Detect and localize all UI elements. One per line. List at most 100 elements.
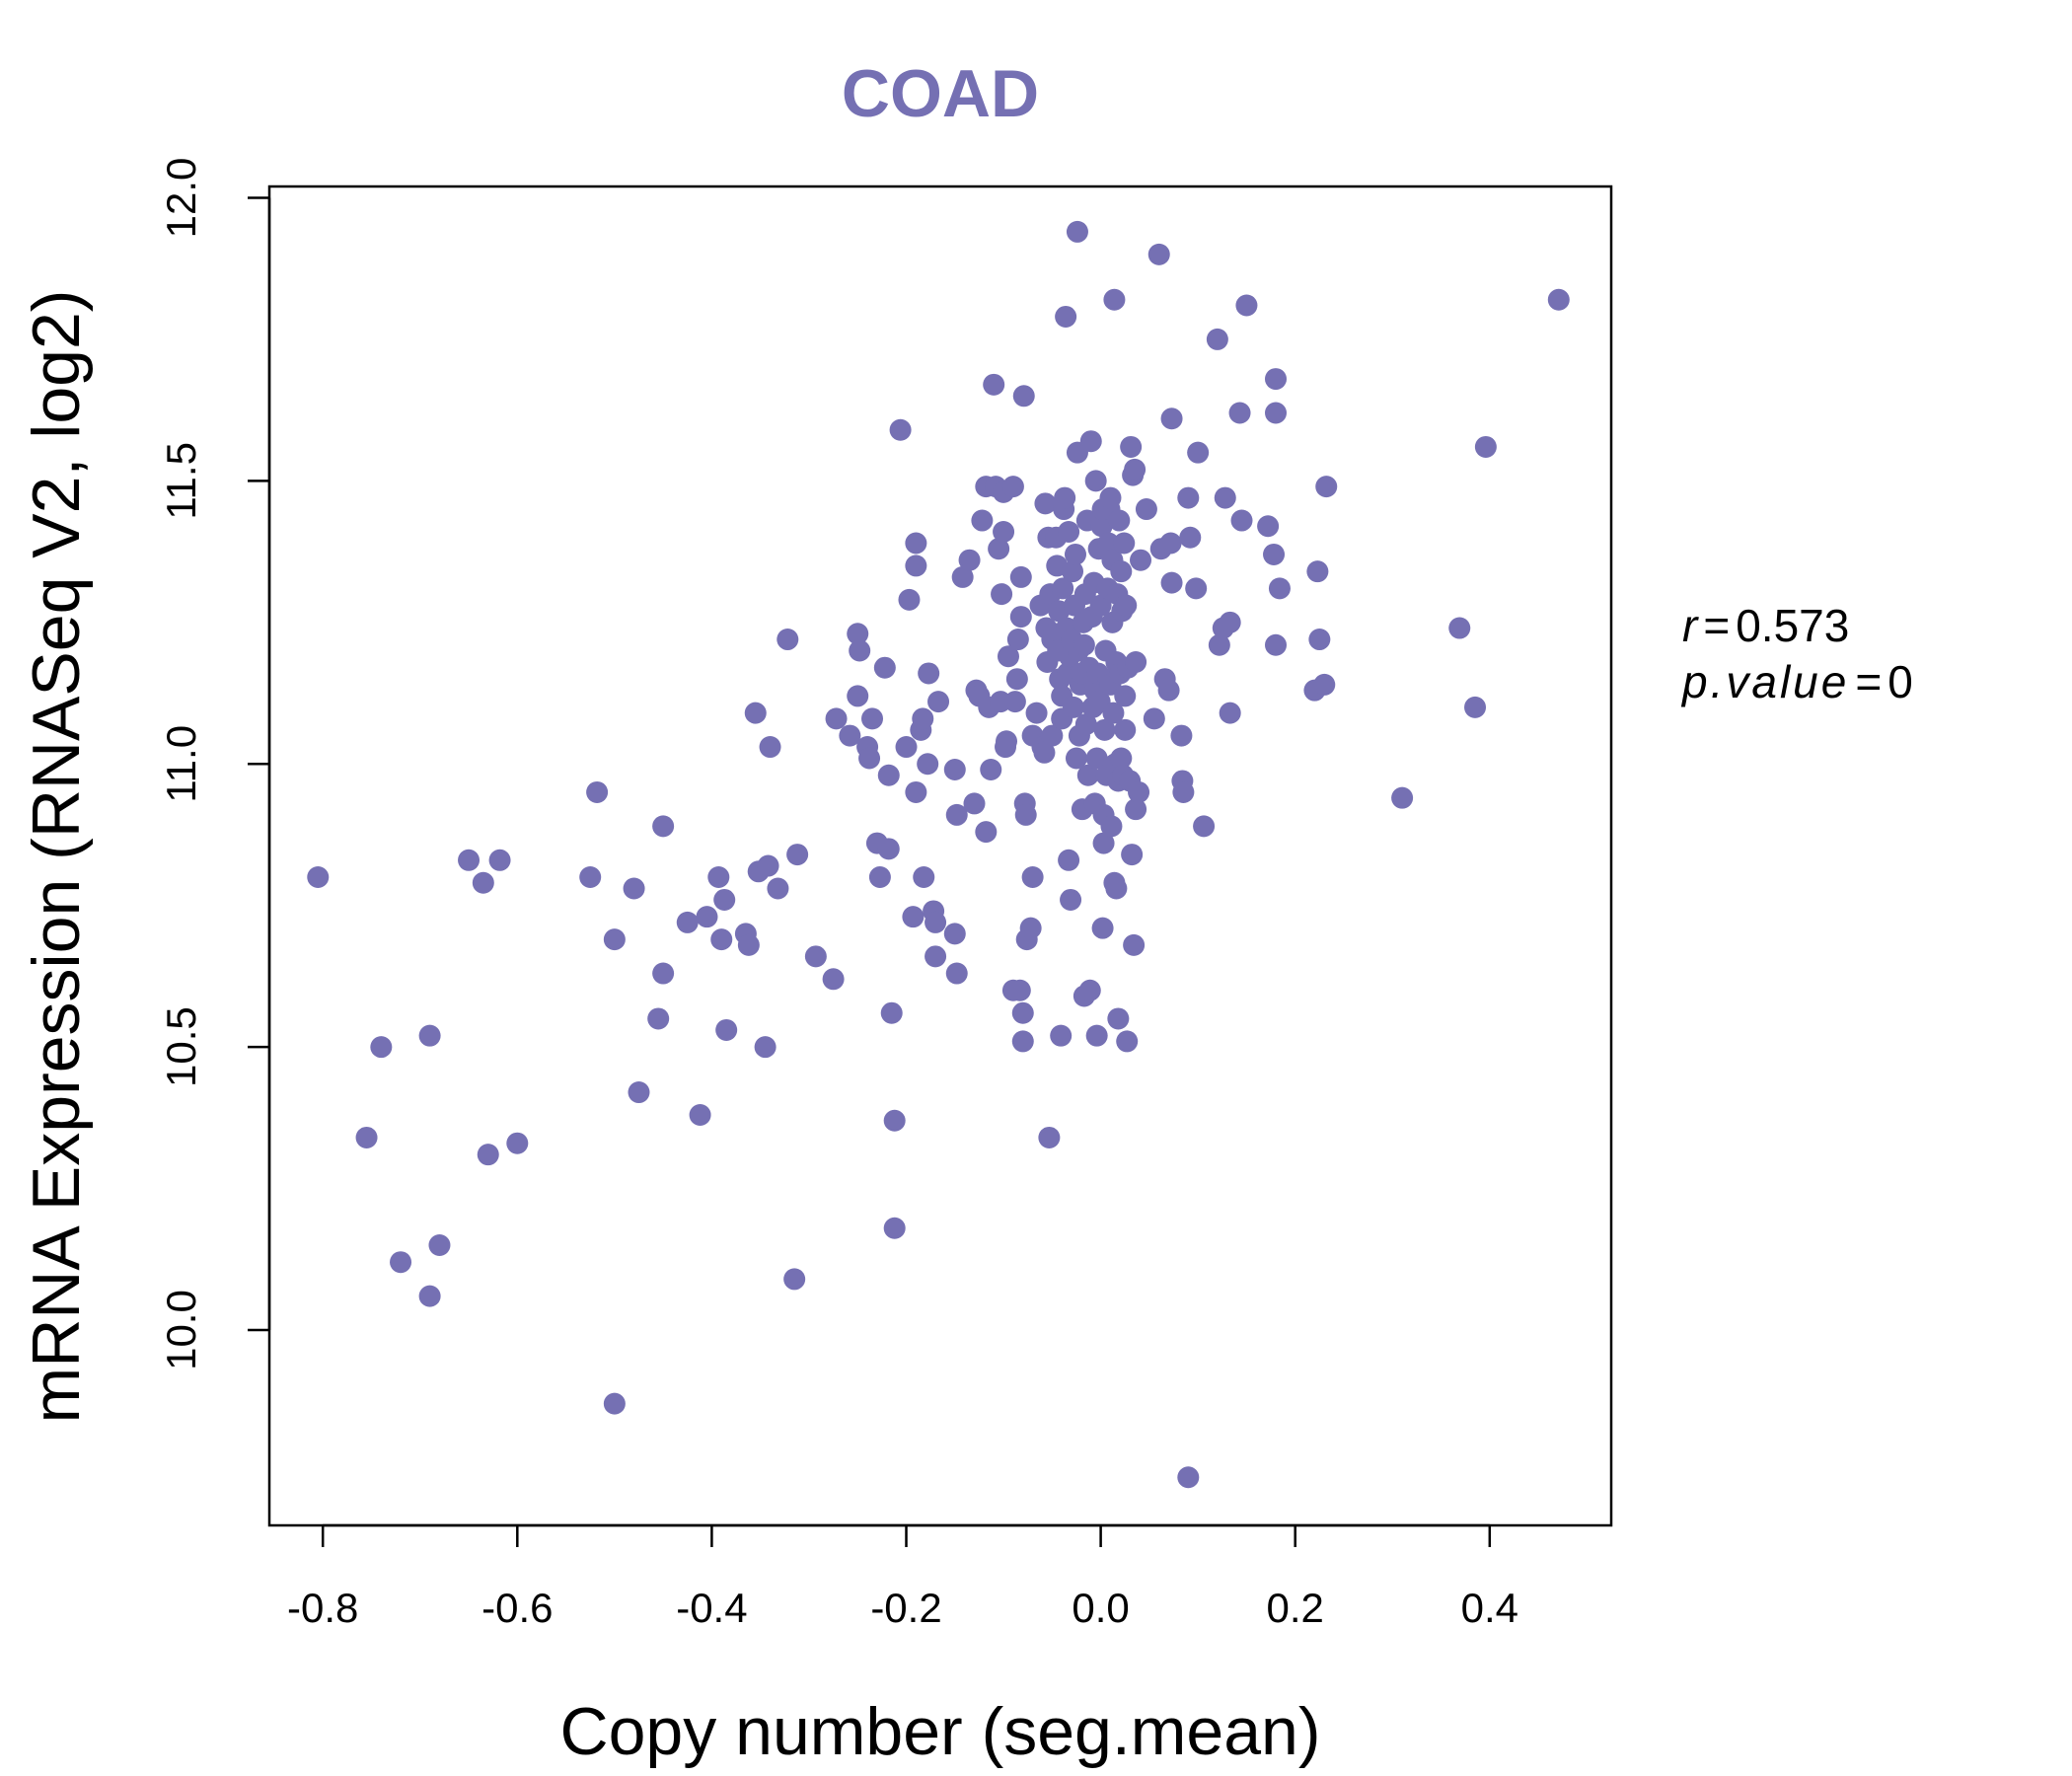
data-point <box>1003 691 1026 713</box>
data-point <box>1125 798 1147 821</box>
data-point <box>1073 633 1095 656</box>
data-point <box>1097 532 1120 555</box>
data-point <box>472 871 494 894</box>
data-point <box>839 724 861 747</box>
data-point <box>1116 1030 1139 1053</box>
data-point <box>783 1268 806 1291</box>
data-point <box>1177 1466 1200 1489</box>
data-point <box>579 866 602 889</box>
data-point <box>868 866 891 889</box>
data-point <box>477 1144 499 1166</box>
data-point <box>1009 565 1032 588</box>
data-point <box>737 933 760 956</box>
data-point <box>1228 402 1251 424</box>
data-point <box>951 565 974 588</box>
data-point <box>1085 747 1108 770</box>
data-point <box>1009 606 1032 629</box>
x-tick-label: -0.6 <box>481 1585 553 1631</box>
data-point <box>1306 560 1329 583</box>
data-point <box>1214 486 1236 509</box>
data-point <box>971 509 994 532</box>
data-point <box>1076 764 1099 786</box>
data-point <box>1001 476 1024 498</box>
data-point <box>902 906 925 928</box>
x-tick-label: -0.8 <box>287 1585 358 1631</box>
x-tick-label: -0.2 <box>870 1585 941 1631</box>
data-point <box>1092 832 1115 854</box>
y-tick-label: 12.0 <box>158 158 204 239</box>
data-point <box>1063 696 1085 718</box>
data-point <box>917 753 939 776</box>
data-point <box>804 945 827 968</box>
data-point <box>1265 402 1287 424</box>
data-point <box>1107 1007 1130 1030</box>
data-point <box>988 538 1010 560</box>
data-point <box>458 849 481 871</box>
data-point <box>1464 696 1487 718</box>
data-point <box>1093 718 1116 741</box>
data-point <box>1135 498 1157 521</box>
data-point <box>1021 866 1044 889</box>
y-tick-label: 11.0 <box>158 725 204 803</box>
y-tick-label: 10.0 <box>158 1290 204 1370</box>
data-point <box>847 623 869 645</box>
y-tick-label: 11.5 <box>158 442 204 520</box>
data-point <box>1011 1001 1034 1024</box>
data-point <box>1058 849 1080 871</box>
data-point <box>1315 476 1338 498</box>
r-value: 0.573 <box>1736 600 1849 651</box>
data-point <box>1313 673 1336 696</box>
data-point <box>713 888 736 911</box>
data-point <box>1206 328 1228 350</box>
data-point <box>877 764 900 786</box>
data-point <box>1054 486 1076 509</box>
x-tick-label: 0.2 <box>1267 1585 1324 1631</box>
data-point <box>1257 515 1280 538</box>
data-point <box>1050 1024 1073 1047</box>
data-point <box>1038 1126 1061 1148</box>
data-point <box>975 821 998 844</box>
data-point <box>1263 543 1286 565</box>
data-point <box>1091 917 1114 939</box>
data-point <box>1230 509 1253 532</box>
data-point <box>1060 888 1082 911</box>
data-point <box>822 968 845 991</box>
data-point <box>877 838 900 860</box>
data-point <box>1391 786 1414 809</box>
data-point <box>889 418 912 441</box>
data-point <box>1110 560 1133 583</box>
data-point <box>895 736 918 759</box>
data-point <box>1012 385 1035 407</box>
data-point <box>1085 1024 1108 1047</box>
data-point <box>1265 633 1287 656</box>
data-point <box>1120 435 1143 458</box>
data-point <box>898 588 921 611</box>
data-point <box>1099 486 1122 509</box>
data-point <box>1064 543 1086 565</box>
data-point <box>1108 509 1131 532</box>
p-statistic: p.value = 0 <box>1680 656 1913 707</box>
data-point <box>1474 435 1497 458</box>
data-point <box>1177 486 1200 509</box>
data-point <box>997 645 1019 668</box>
data-point <box>1128 780 1150 803</box>
data-point <box>689 1104 711 1127</box>
data-point <box>996 730 1018 753</box>
data-point <box>1219 702 1241 724</box>
data-point <box>912 707 934 730</box>
data-point <box>1125 650 1147 673</box>
data-point <box>925 911 947 933</box>
data-point <box>707 866 730 889</box>
data-point <box>647 1007 670 1030</box>
data-point <box>628 1081 650 1104</box>
data-point <box>759 736 781 759</box>
data-point <box>1170 724 1193 747</box>
y-tick-label: 10.5 <box>158 1006 204 1087</box>
data-point <box>418 1285 441 1307</box>
data-point <box>1115 594 1138 617</box>
data-point <box>913 866 935 889</box>
data-point <box>1448 617 1471 639</box>
r-equals: = <box>1703 600 1730 651</box>
correlation-annotation: r = 0.573 p.value = 0 <box>1680 600 1913 707</box>
